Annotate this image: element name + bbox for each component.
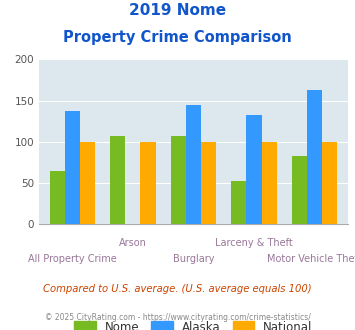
Bar <box>307 90 322 224</box>
Text: 2019 Nome: 2019 Nome <box>129 3 226 18</box>
Bar <box>50 171 65 224</box>
Text: Arson: Arson <box>119 238 147 248</box>
Bar <box>186 105 201 224</box>
Bar <box>171 136 186 224</box>
Bar <box>246 115 262 224</box>
Bar <box>141 142 155 224</box>
Legend: Nome, Alaska, National: Nome, Alaska, National <box>70 316 317 330</box>
Text: Burglary: Burglary <box>173 254 214 264</box>
Text: Motor Vehicle Theft: Motor Vehicle Theft <box>267 254 355 264</box>
Bar <box>201 142 216 224</box>
Text: © 2025 CityRating.com - https://www.cityrating.com/crime-statistics/: © 2025 CityRating.com - https://www.city… <box>45 314 310 322</box>
Text: Larceny & Theft: Larceny & Theft <box>215 238 293 248</box>
Bar <box>262 142 277 224</box>
Bar <box>110 136 125 224</box>
Bar <box>80 142 95 224</box>
Bar <box>292 156 307 224</box>
Bar <box>231 181 246 224</box>
Text: Property Crime Comparison: Property Crime Comparison <box>63 30 292 45</box>
Text: Compared to U.S. average. (U.S. average equals 100): Compared to U.S. average. (U.S. average … <box>43 284 312 294</box>
Bar <box>65 111 80 224</box>
Text: All Property Crime: All Property Crime <box>28 254 117 264</box>
Bar <box>322 142 337 224</box>
